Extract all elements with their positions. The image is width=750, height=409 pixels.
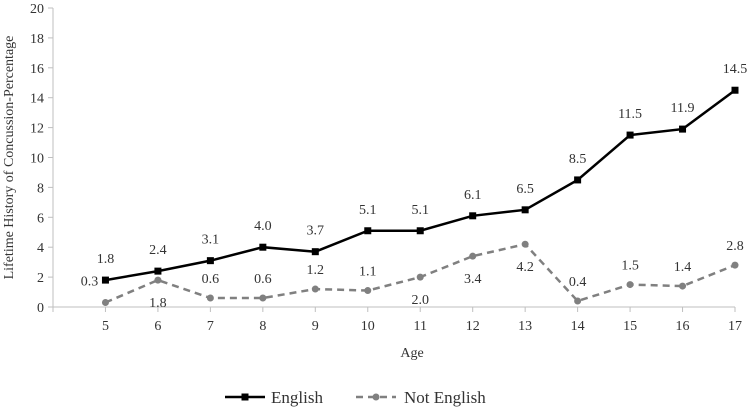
y-tick-label: 8 xyxy=(37,181,44,196)
data-point-not-english xyxy=(626,281,634,289)
x-tick-label: 16 xyxy=(676,319,690,334)
data-label: 1.1 xyxy=(359,265,377,280)
data-label: 0.3 xyxy=(81,275,99,290)
y-tick-label: 12 xyxy=(30,122,44,137)
data-point-not-english xyxy=(416,273,424,281)
data-point-not-english xyxy=(154,276,162,284)
data-label: 4.0 xyxy=(254,219,272,234)
data-point-english xyxy=(469,212,477,220)
y-axis-title: Lifetime History of Concussion-Percentag… xyxy=(2,36,17,280)
data-point-not-english xyxy=(731,261,739,269)
data-point-english xyxy=(311,248,319,256)
data-point-english xyxy=(206,257,214,265)
y-tick-label: 20 xyxy=(30,2,44,17)
y-tick-label: 6 xyxy=(37,211,44,226)
data-point-english xyxy=(259,243,267,251)
x-tick-label: 6 xyxy=(154,319,161,334)
data-labels: 1.8 2.4 3.1 4.0 3.7 5.1 5.1 6.1 6.5 8.5 11.5 11.9 14… xyxy=(81,62,748,311)
series-layer xyxy=(101,86,739,307)
x-tick-label: 7 xyxy=(207,319,214,334)
y-tick-label: 16 xyxy=(30,62,44,77)
data-label: 0.6 xyxy=(202,272,220,287)
x-tick-label: 17 xyxy=(728,319,742,334)
data-label: 1.5 xyxy=(621,259,639,274)
data-label: 3.4 xyxy=(464,272,482,287)
data-point-english xyxy=(101,276,109,284)
y-tick-label: 14 xyxy=(30,92,44,107)
data-point-english xyxy=(731,86,739,94)
data-point-english xyxy=(154,267,162,275)
data-point-not-english xyxy=(679,282,687,290)
axes: 0 2 4 6 8 10 12 14 16 18 20 5 6 7 8 9 10 11 12 13 14 15 16 17 xyxy=(30,2,742,334)
data-label: 4.2 xyxy=(516,260,534,275)
data-label: 8.5 xyxy=(569,152,587,167)
legend: English Not English xyxy=(225,388,486,407)
data-point-not-english xyxy=(101,299,109,307)
x-tick-label: 15 xyxy=(623,319,637,334)
x-tick-label: 13 xyxy=(518,319,532,334)
data-label: 2.4 xyxy=(149,243,167,258)
data-point-not-english xyxy=(521,240,529,248)
y-tick-label: 2 xyxy=(37,271,44,286)
legend-label-english: English xyxy=(271,388,323,407)
data-point-not-english xyxy=(206,294,214,302)
x-tick-label: 14 xyxy=(571,319,585,334)
data-label: 1.4 xyxy=(674,260,692,275)
data-label: 2.8 xyxy=(726,239,744,254)
x-tick-label: 11 xyxy=(413,319,426,334)
y-tick-label: 10 xyxy=(30,152,44,167)
x-tick-label: 8 xyxy=(259,319,266,334)
x-tick-label: 10 xyxy=(361,319,375,334)
data-label: 2.0 xyxy=(411,293,429,308)
y-tick-label: 18 xyxy=(30,32,44,47)
data-label: 3.7 xyxy=(307,224,325,239)
y-tick-label: 4 xyxy=(37,241,44,256)
data-point-english xyxy=(521,206,529,214)
data-label: 6.5 xyxy=(516,182,534,197)
y-tick-label: 0 xyxy=(37,301,44,316)
data-point-not-english xyxy=(311,285,319,293)
x-tick-label: 5 xyxy=(102,319,109,334)
data-point-english xyxy=(679,125,687,133)
x-tick-label: 12 xyxy=(466,319,480,334)
data-label: 3.1 xyxy=(202,233,220,248)
data-label: 0.4 xyxy=(569,275,587,290)
data-point-english xyxy=(364,227,372,235)
data-label: 0.6 xyxy=(254,272,272,287)
legend-label-not-english: Not English xyxy=(404,388,486,407)
data-label: 5.1 xyxy=(359,203,377,218)
data-label: 6.1 xyxy=(464,188,482,203)
data-point-english xyxy=(416,227,424,235)
data-point-not-english xyxy=(469,252,477,260)
x-tick-label: 9 xyxy=(312,319,319,334)
legend-marker-english xyxy=(241,393,249,401)
data-point-english xyxy=(626,131,634,139)
legend-marker-not-english xyxy=(372,393,380,401)
data-label: 5.1 xyxy=(411,203,429,218)
data-point-not-english xyxy=(364,287,372,295)
data-label: 1.8 xyxy=(149,296,167,311)
data-label: 11.9 xyxy=(671,101,695,116)
data-point-not-english xyxy=(259,294,267,302)
x-axis-title: Age xyxy=(400,346,423,361)
data-point-not-english xyxy=(574,297,582,305)
data-label: 1.2 xyxy=(307,263,325,278)
data-label: 14.5 xyxy=(723,62,748,77)
data-label: 11.5 xyxy=(618,107,642,122)
data-point-english xyxy=(574,176,582,184)
data-label: 1.8 xyxy=(97,252,115,267)
